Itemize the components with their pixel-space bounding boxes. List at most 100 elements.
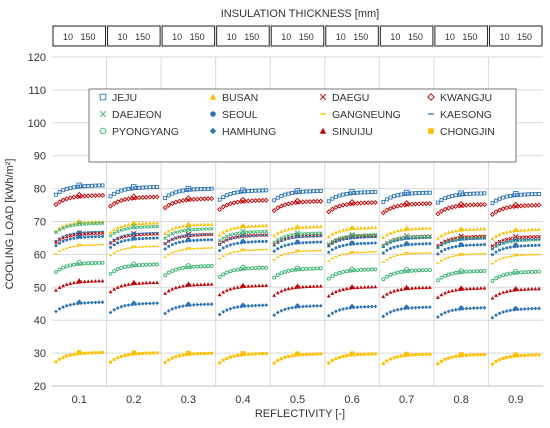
sweep-point bbox=[166, 233, 171, 238]
sweep-point bbox=[148, 224, 152, 229]
sweep-point bbox=[341, 354, 345, 358]
sweep-point bbox=[283, 228, 287, 232]
sweep-point bbox=[347, 201, 353, 207]
sweep-point bbox=[537, 306, 541, 311]
sweep-point bbox=[398, 202, 404, 208]
sweep-point bbox=[475, 243, 479, 247]
sweep-point bbox=[249, 224, 254, 228]
sweep-point bbox=[235, 285, 240, 289]
sweep-point bbox=[489, 211, 495, 217]
sweep-point bbox=[271, 207, 277, 214]
sweep-point bbox=[359, 267, 363, 272]
sweep-point bbox=[465, 243, 469, 247]
sweep-point bbox=[93, 351, 97, 355]
sweep-point bbox=[300, 267, 305, 272]
sweep-point bbox=[508, 308, 513, 313]
sweep-point bbox=[93, 221, 98, 226]
sweep-point bbox=[192, 352, 196, 356]
sweep-point bbox=[163, 236, 167, 240]
sweep-point bbox=[410, 191, 414, 196]
sweep-point bbox=[86, 221, 91, 226]
sweep-point bbox=[465, 353, 469, 357]
sweep-point bbox=[170, 227, 175, 231]
sweep-point bbox=[388, 231, 393, 235]
sweep-point bbox=[330, 359, 334, 363]
sweep-point bbox=[137, 221, 142, 226]
sweep-point bbox=[181, 284, 185, 288]
y-tick-label: 110 bbox=[28, 85, 46, 97]
sweep-point bbox=[340, 202, 346, 208]
sweep-point bbox=[385, 359, 389, 363]
sweep-point bbox=[363, 241, 367, 245]
sweep-point bbox=[126, 238, 130, 242]
sweep-point bbox=[421, 352, 425, 356]
sweep-point bbox=[82, 222, 87, 226]
sweep-point bbox=[396, 355, 400, 359]
sweep-point bbox=[232, 242, 236, 246]
sweep-point bbox=[490, 362, 494, 366]
sweep-point bbox=[450, 288, 455, 293]
sweep-point bbox=[413, 305, 418, 310]
sweep-point bbox=[359, 352, 363, 356]
data-point bbox=[185, 221, 192, 227]
sweep-point bbox=[533, 306, 538, 311]
sweep-point bbox=[344, 191, 349, 196]
sweep-point bbox=[61, 355, 65, 359]
sweep-point bbox=[308, 304, 312, 309]
sweep-point bbox=[122, 197, 128, 203]
sweep-point bbox=[209, 186, 214, 191]
sweep-point bbox=[504, 309, 509, 313]
sweep-point bbox=[490, 244, 495, 248]
sweep-point bbox=[122, 265, 127, 269]
data-point bbox=[458, 268, 464, 274]
top-tick-label: 150 bbox=[353, 32, 368, 42]
sweep-point bbox=[257, 240, 261, 244]
sweep-point bbox=[293, 200, 299, 206]
sweep-point bbox=[263, 197, 269, 203]
sweep-point bbox=[457, 270, 462, 275]
sweep-point bbox=[468, 286, 473, 291]
sweep-point bbox=[228, 287, 233, 291]
sweep-point bbox=[272, 249, 276, 253]
sweep-point bbox=[490, 201, 495, 206]
sweep-point bbox=[327, 250, 331, 254]
sweep-point bbox=[148, 301, 152, 306]
sweep-point bbox=[86, 351, 90, 355]
sweep-point bbox=[137, 352, 141, 356]
sweep-point bbox=[330, 232, 335, 236]
sweep-point bbox=[304, 189, 309, 194]
sweep-point bbox=[119, 188, 124, 193]
sweep-point bbox=[276, 359, 280, 363]
sweep-point bbox=[279, 193, 284, 198]
sweep-point bbox=[373, 304, 378, 309]
sweep-point bbox=[155, 280, 160, 284]
sweep-point bbox=[67, 195, 73, 201]
sweep-point bbox=[195, 352, 199, 356]
sweep-point bbox=[148, 221, 152, 225]
sweep-point bbox=[424, 305, 429, 310]
sweep-point bbox=[304, 304, 309, 309]
sweep-point bbox=[482, 243, 486, 247]
data-point bbox=[349, 189, 355, 195]
sweep-point bbox=[272, 198, 277, 203]
sweep-point bbox=[148, 280, 152, 285]
top-axis-box bbox=[161, 25, 216, 47]
sweep-point bbox=[235, 231, 240, 236]
sweep-point bbox=[318, 198, 324, 204]
sweep-point bbox=[54, 270, 58, 274]
sweep-point bbox=[221, 272, 226, 277]
sweep-point bbox=[93, 300, 98, 305]
sweep-point bbox=[238, 199, 244, 205]
sweep-point bbox=[111, 201, 117, 207]
sweep-point bbox=[170, 307, 175, 311]
sweep-point bbox=[454, 245, 458, 249]
sweep-point bbox=[181, 240, 185, 244]
sweep-point bbox=[287, 354, 291, 358]
sweep-point bbox=[494, 250, 498, 254]
sweep-point bbox=[97, 183, 101, 188]
sweep-point bbox=[435, 295, 440, 299]
data-point bbox=[240, 238, 246, 244]
sweep-point bbox=[494, 241, 498, 246]
sweep-point bbox=[89, 183, 94, 188]
sweep-point bbox=[272, 293, 277, 297]
